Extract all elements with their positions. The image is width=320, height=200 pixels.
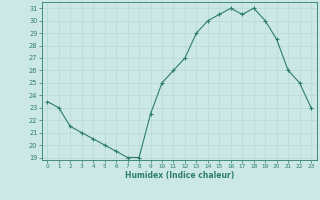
X-axis label: Humidex (Indice chaleur): Humidex (Indice chaleur): [124, 171, 234, 180]
